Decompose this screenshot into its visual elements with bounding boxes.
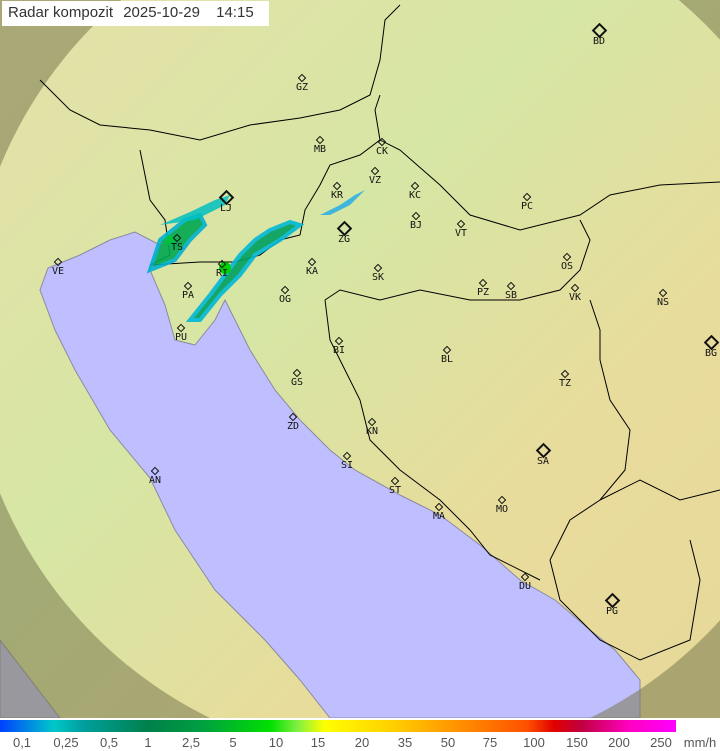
- city-label: KC: [408, 190, 422, 201]
- country-borders: [39, 4, 720, 661]
- city-label: GS: [290, 377, 304, 388]
- city-label: KN: [365, 426, 379, 437]
- city-label: PG: [605, 606, 619, 617]
- legend-label: 0,5: [99, 735, 119, 750]
- city-label: ZG: [337, 234, 351, 245]
- legend-label: 1: [144, 735, 152, 750]
- city-label: NS: [656, 297, 670, 308]
- legend-label: 75: [482, 735, 498, 750]
- legend-label: 150: [566, 735, 588, 750]
- date: 2025-10-29: [123, 4, 200, 21]
- city-label: ZD: [286, 421, 300, 432]
- legend-label: 5: [229, 735, 237, 750]
- legend-label: 0,1: [12, 735, 32, 750]
- city-label: VT: [454, 228, 468, 239]
- legend-label: 15: [310, 735, 326, 750]
- city-label: PC: [520, 201, 534, 212]
- city-label: LJ: [219, 203, 233, 214]
- city-label: PU: [174, 332, 188, 343]
- city-label: TS: [170, 242, 184, 253]
- map-title: Radar kompozit 2025-10-29 14:15: [2, 1, 269, 26]
- city-label: VK: [568, 292, 582, 303]
- product-name: Radar kompozit: [8, 4, 114, 21]
- city-label: SB: [504, 290, 518, 301]
- city-label: RI: [215, 268, 229, 279]
- city-label: OG: [278, 294, 292, 305]
- legend-label: 250: [650, 735, 672, 750]
- city-label: VE: [51, 266, 65, 277]
- radar-echoes: [146, 190, 365, 322]
- city-label: KR: [330, 190, 344, 201]
- city-label: BI: [332, 345, 346, 356]
- city-label: MO: [495, 504, 509, 515]
- legend-label: 100: [523, 735, 545, 750]
- city-label: GZ: [295, 82, 309, 93]
- city-label: BD: [592, 36, 606, 47]
- legend-label: 20: [354, 735, 370, 750]
- legend-label: 10: [268, 735, 284, 750]
- city-label: SK: [371, 272, 385, 283]
- time: 14:15: [216, 4, 254, 21]
- city-label: KA: [305, 266, 319, 277]
- city-label: BL: [440, 354, 454, 365]
- legend-label: 50: [440, 735, 456, 750]
- city-label: SI: [340, 460, 354, 471]
- city-label: PA: [181, 290, 195, 301]
- city-label: MB: [313, 144, 327, 155]
- city-label: OS: [560, 261, 574, 272]
- legend-label: 2,5: [181, 735, 201, 750]
- legend-unit: mm/h: [683, 735, 717, 750]
- city-label: ST: [388, 485, 402, 496]
- city-label: MA: [432, 511, 446, 522]
- radar-map: [0, 0, 720, 718]
- legend-label: 200: [608, 735, 630, 750]
- city-label: VZ: [368, 175, 382, 186]
- city-label: AN: [148, 475, 162, 486]
- city-label: BG: [704, 348, 718, 359]
- city-label: CK: [375, 146, 389, 157]
- city-label: BJ: [409, 220, 423, 231]
- legend-label: 35: [397, 735, 413, 750]
- city-label: PZ: [476, 287, 490, 298]
- city-label: DU: [518, 581, 532, 592]
- legend-color-bar: [0, 720, 676, 732]
- city-label: TZ: [558, 378, 572, 389]
- legend-labels: 0,1 0,25 0,5 1 2,5 5 10 15 20 35 50 75 1…: [0, 734, 720, 751]
- city-label: SA: [536, 456, 550, 467]
- legend-label: 0,25: [53, 735, 79, 750]
